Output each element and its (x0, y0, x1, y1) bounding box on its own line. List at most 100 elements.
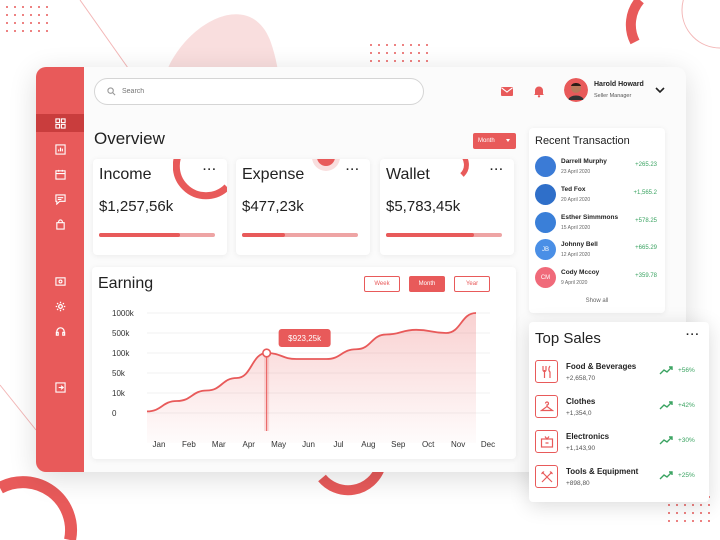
more-icon[interactable]: ··· (203, 164, 217, 176)
sidebar (36, 67, 84, 472)
show-all-link[interactable]: Show all (585, 298, 609, 304)
recent-transactions-title: Recent Transaction (535, 135, 630, 147)
progress-bar (242, 233, 358, 237)
trend-up-icon (659, 471, 673, 480)
progress-fill (242, 233, 285, 237)
mail-icon[interactable] (500, 84, 514, 98)
top-sales-item[interactable]: Food & Beverages +2,658,70 +56% (535, 360, 703, 388)
tv-icon (535, 430, 558, 453)
transaction-amount: +1,565.2 (633, 190, 657, 196)
category-name: Clothes (566, 397, 596, 406)
wallet-card: Wallet ··· $5,783,45k (380, 159, 514, 255)
bell-icon[interactable] (532, 84, 546, 98)
category-value: +1,354,0 (566, 410, 592, 417)
filter-month-button[interactable]: Month (409, 276, 445, 292)
card-value: $1,257,56k (99, 198, 174, 215)
top-sales-item[interactable]: Electronics +1,143,90 +30% (535, 430, 703, 458)
filter-week-button[interactable]: Week (364, 276, 400, 292)
top-sales-item[interactable]: Clothes +1,354,0 +42% (535, 395, 703, 423)
trend-up-icon (659, 366, 673, 375)
transaction-date: 12 April 2020 (561, 252, 591, 258)
earning-card: Earning Week Month Year 1000k 500k 100k 50k… (92, 267, 516, 459)
dot-pattern (6, 6, 48, 32)
x-tick-label: Aug (361, 440, 375, 449)
trend-up-icon (659, 401, 673, 410)
category-name: Tools & Equipment (566, 467, 639, 476)
y-tick-label: 50k (112, 369, 126, 378)
x-tick-label: Jul (333, 440, 343, 449)
card-value: $5,783,45k (386, 198, 461, 215)
search-bar[interactable] (94, 78, 424, 105)
transaction-name: Cody Mccoy (561, 269, 600, 276)
x-tick-label: Feb (182, 440, 196, 449)
x-tick-label: Jun (302, 440, 315, 449)
y-tick-label: 10k (112, 389, 126, 398)
chevron-down-icon[interactable] (654, 84, 666, 96)
tools-icon (535, 465, 558, 488)
category-value: +2,658,70 (566, 375, 596, 382)
x-tick-label: Mar (212, 440, 226, 449)
transaction-date: 20 April 2020 (561, 197, 591, 203)
search-input[interactable] (122, 88, 402, 95)
transaction-item[interactable]: JB Johnny Bell 12 April 2020 +665.29 (535, 239, 661, 263)
avatar (535, 212, 556, 233)
progress-bar (99, 233, 215, 237)
transaction-name: Johnny Bell (561, 241, 598, 248)
y-tick-label: 500k (112, 329, 130, 338)
progress-fill (99, 233, 181, 237)
avatar[interactable] (564, 78, 588, 102)
top-sales-item[interactable]: Tools & Equipment +898,80 +25% (535, 465, 703, 493)
avatar-initials: JB (541, 246, 549, 253)
x-tick-label: Jan (153, 440, 166, 449)
headset-icon[interactable] (48, 322, 72, 340)
more-icon[interactable]: ··· (490, 164, 504, 176)
transaction-item[interactable]: CM Cody Mccoy 9 April 2020 +359.78 (535, 267, 661, 291)
y-tick-label: 1000k (112, 309, 135, 318)
transaction-item[interactable]: Darrell Murphy 23 April 2020 +265.23 (535, 156, 661, 180)
settings-icon[interactable] (48, 297, 72, 315)
category-change: +25% (678, 472, 695, 479)
more-icon[interactable]: ··· (686, 329, 700, 341)
message-icon[interactable] (48, 190, 72, 208)
category-name: Food & Beverages (566, 362, 637, 371)
more-icon[interactable]: ··· (346, 164, 360, 176)
dashboard-icon[interactable] (36, 114, 84, 132)
card-decoration (173, 159, 227, 200)
y-tick-label: 0 (112, 409, 117, 418)
avatar: JB (535, 239, 556, 260)
utensils-icon (535, 360, 558, 383)
search-icon (107, 87, 116, 96)
calendar-icon[interactable] (48, 165, 72, 183)
earning-chart: 1000k 500k 100k 50k 10k 0 $923,25k Jan Feb Mar Apr… (112, 309, 495, 449)
top-sales-title: Top Sales (535, 330, 601, 347)
transaction-amount: +665.29 (635, 245, 657, 251)
transaction-date: 15 April 2020 (561, 225, 591, 231)
transaction-item[interactable]: Esther Simmmons 15 April 2020 +578.25 (535, 212, 661, 236)
card-value: $477,23k (242, 198, 304, 215)
filter-year-button[interactable]: Year (454, 276, 490, 292)
category-name: Electronics (566, 432, 610, 441)
top-sales-panel: Top Sales ··· Food & Beverages +2,658,70… (529, 322, 709, 502)
card-decoration (312, 159, 340, 171)
x-tick-label: May (271, 440, 286, 449)
transaction-name: Esther Simmmons (561, 214, 619, 221)
expense-card: Expense ··· $477,23k (236, 159, 370, 255)
card-title: Expense (242, 166, 305, 183)
avatar (535, 156, 556, 177)
earning-title: Earning (98, 275, 154, 292)
x-tick-label: Apr (243, 440, 256, 449)
money-icon[interactable] (48, 272, 72, 290)
x-tick-label: Dec (481, 440, 495, 449)
period-dropdown[interactable]: Month (473, 133, 516, 149)
transaction-name: Ted Fox (561, 186, 586, 193)
highlight-point (262, 348, 272, 358)
period-label: Month (478, 138, 495, 144)
shopping-bag-icon[interactable] (48, 215, 72, 233)
chart-icon[interactable] (48, 140, 72, 158)
logout-icon[interactable] (48, 378, 72, 396)
page-title: Overview (94, 129, 165, 148)
progress-fill (386, 233, 475, 237)
transaction-item[interactable]: Ted Fox 20 April 2020 +1,565.2 (535, 184, 661, 208)
income-card: Income ··· $1,257,56k (93, 159, 227, 255)
